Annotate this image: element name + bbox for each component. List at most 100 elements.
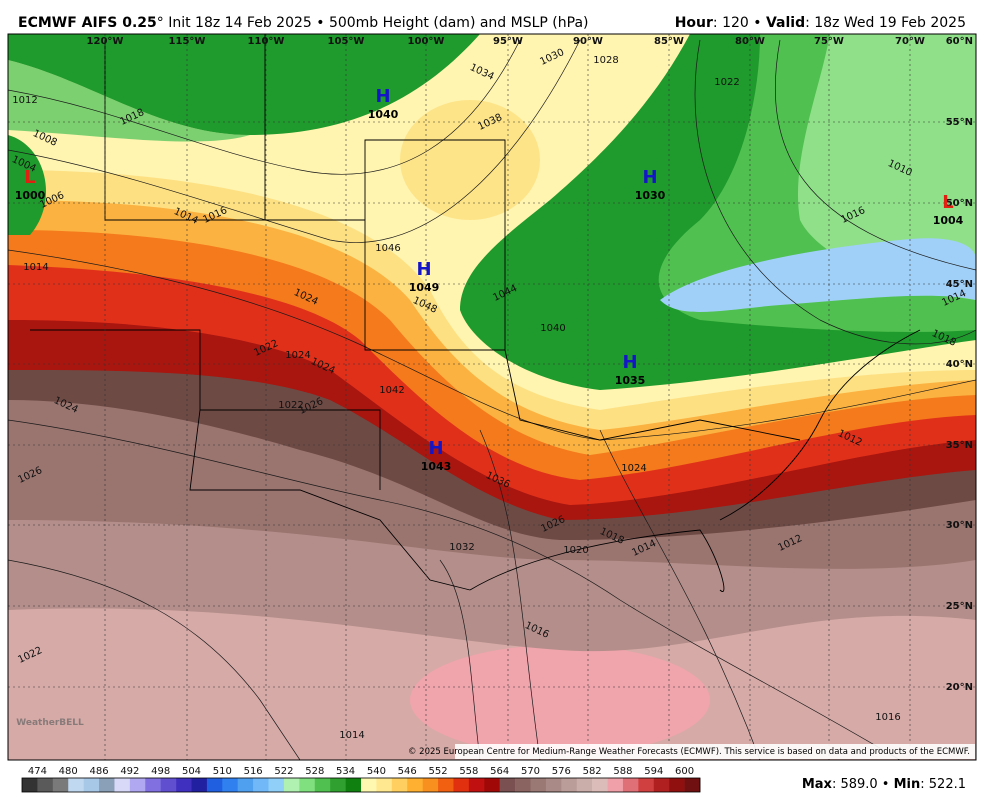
colorbar-swatch xyxy=(83,778,100,792)
isobar-label: 1024 xyxy=(285,350,310,361)
colorbar-swatch xyxy=(453,778,470,792)
longitude-label: 120°W xyxy=(87,36,124,47)
isobar-label: 1016 xyxy=(875,712,900,723)
pressure-center-symbol: H xyxy=(622,352,637,373)
isobar-label: 1040 xyxy=(540,323,565,334)
colorbar-label: 558 xyxy=(459,766,478,777)
pressure-center-value: 1035 xyxy=(615,374,646,387)
isobar-label: 1020 xyxy=(563,545,588,556)
colorbar-swatch xyxy=(68,778,84,792)
colorbar-swatch xyxy=(376,778,393,792)
colorbar-swatch xyxy=(283,778,300,792)
pressure-center-symbol: L xyxy=(942,192,953,213)
colorbar-swatch xyxy=(145,778,161,792)
colorbar-swatch xyxy=(314,778,331,792)
colorbar-swatch xyxy=(407,778,423,792)
map-title: ECMWF AIFS 0.25° Init 18z 14 Feb 2025 • … xyxy=(18,15,589,31)
colorbar-frame xyxy=(21,777,701,793)
latitude-label: 45°N xyxy=(946,279,973,290)
title-detail: ° Init 18z 14 Feb 2025 • 500mb Height (d… xyxy=(157,15,589,31)
latitude-label: 30°N xyxy=(946,520,973,531)
isobar-label: 1024 xyxy=(621,463,646,474)
pressure-center-symbol: L xyxy=(24,167,35,188)
longitude-label: 100°W xyxy=(408,36,445,47)
isobar-label: 1032 xyxy=(449,542,474,553)
colorbar-swatch xyxy=(114,778,131,792)
colorbar-label: 510 xyxy=(213,766,232,777)
colorbar-swatch xyxy=(160,778,177,792)
copyright: © 2025 European Centre for Medium-Range … xyxy=(408,747,970,757)
colorbar-label: 504 xyxy=(182,766,201,777)
colorbar-label: 528 xyxy=(305,766,324,777)
pressure-center-value: 1004 xyxy=(933,214,964,227)
colorbar-label: 492 xyxy=(120,766,139,777)
colorbar-swatch xyxy=(468,778,485,792)
valid-value: : 18z Wed 19 Feb 2025 xyxy=(805,15,966,31)
latitude-label: 55°N xyxy=(946,117,973,128)
hour-label: Hour xyxy=(675,15,713,31)
colorbar-label: 594 xyxy=(644,766,663,777)
isobar-label: 1022 xyxy=(714,77,739,88)
colorbar-swatch xyxy=(299,778,316,792)
latitude-label: 35°N xyxy=(946,440,973,451)
colorbar-label: 534 xyxy=(336,766,355,777)
map-field xyxy=(8,34,976,760)
isobar-label: 1028 xyxy=(593,55,618,66)
colorbar-swatch xyxy=(561,778,578,792)
colorbar-swatch xyxy=(484,778,500,792)
colorbar-label: 474 xyxy=(28,766,47,777)
colorbar-label: 600 xyxy=(675,766,694,777)
colorbar-swatch xyxy=(422,778,439,792)
colorbar-swatch xyxy=(253,778,269,792)
colorbar-swatch xyxy=(268,778,285,792)
isobar-label: 1022 xyxy=(278,400,303,411)
colorbar-swatch xyxy=(345,778,362,792)
colorbar-label: 570 xyxy=(521,766,540,777)
colorbar-swatch xyxy=(530,778,547,792)
isobar-label: 1046 xyxy=(375,243,400,254)
colorbar-swatch xyxy=(191,778,208,792)
hour-value: : 120 • xyxy=(713,15,766,31)
colorbar-swatch xyxy=(37,778,54,792)
colorbar-label: 516 xyxy=(244,766,263,777)
colorbar-swatch xyxy=(622,778,639,792)
longitude-label: 85°W xyxy=(654,36,684,47)
latitude-label: 50°N xyxy=(946,198,973,209)
colorbar-swatch xyxy=(222,778,239,792)
colorbar-label: 522 xyxy=(274,766,293,777)
pressure-center-value: 1030 xyxy=(635,189,666,202)
valid-label: Valid xyxy=(766,15,805,31)
colorbar-label: 582 xyxy=(583,766,602,777)
longitude-label: 105°W xyxy=(328,36,365,47)
colorbar-swatch xyxy=(22,778,38,792)
colorbar-swatch xyxy=(206,778,223,792)
pressure-center-symbol: H xyxy=(416,259,431,280)
colorbar-label: 564 xyxy=(490,766,509,777)
longitude-label: 110°W xyxy=(248,36,285,47)
pressure-center-symbol: H xyxy=(428,438,443,459)
longitude-label: 90°W xyxy=(573,36,603,47)
latitude-label: 20°N xyxy=(946,682,973,693)
longitude-label: 70°W xyxy=(895,36,925,47)
colorbar-label: 480 xyxy=(59,766,78,777)
latitude-label: 40°N xyxy=(946,359,973,370)
colorbar-swatch xyxy=(499,778,516,792)
pressure-center-value: 1000 xyxy=(15,189,46,202)
colorbar-swatch xyxy=(52,778,69,792)
colorbar-swatch xyxy=(176,778,192,792)
valid-info: Hour: 120 • Valid: 18z Wed 19 Feb 2025 xyxy=(675,15,966,31)
colorbar: 474 480 486 492 498 504 510 516 522 528 534 540 546 5… xyxy=(21,766,701,793)
colorbar-swatch xyxy=(237,778,254,792)
latitude-label: 25°N xyxy=(946,601,973,612)
colorbar-swatch xyxy=(669,778,685,792)
colorbar-label: 540 xyxy=(367,766,386,777)
colorbar-swatch xyxy=(576,778,593,792)
colorbar-label: 576 xyxy=(552,766,571,777)
pressure-center-value: 1040 xyxy=(368,108,399,121)
colorbar-label: 588 xyxy=(613,766,632,777)
colorbar-swatch xyxy=(129,778,146,792)
colorbar-swatch xyxy=(607,778,624,792)
isobar-label: 1014 xyxy=(339,730,364,741)
longitude-label: 80°W xyxy=(735,36,765,47)
